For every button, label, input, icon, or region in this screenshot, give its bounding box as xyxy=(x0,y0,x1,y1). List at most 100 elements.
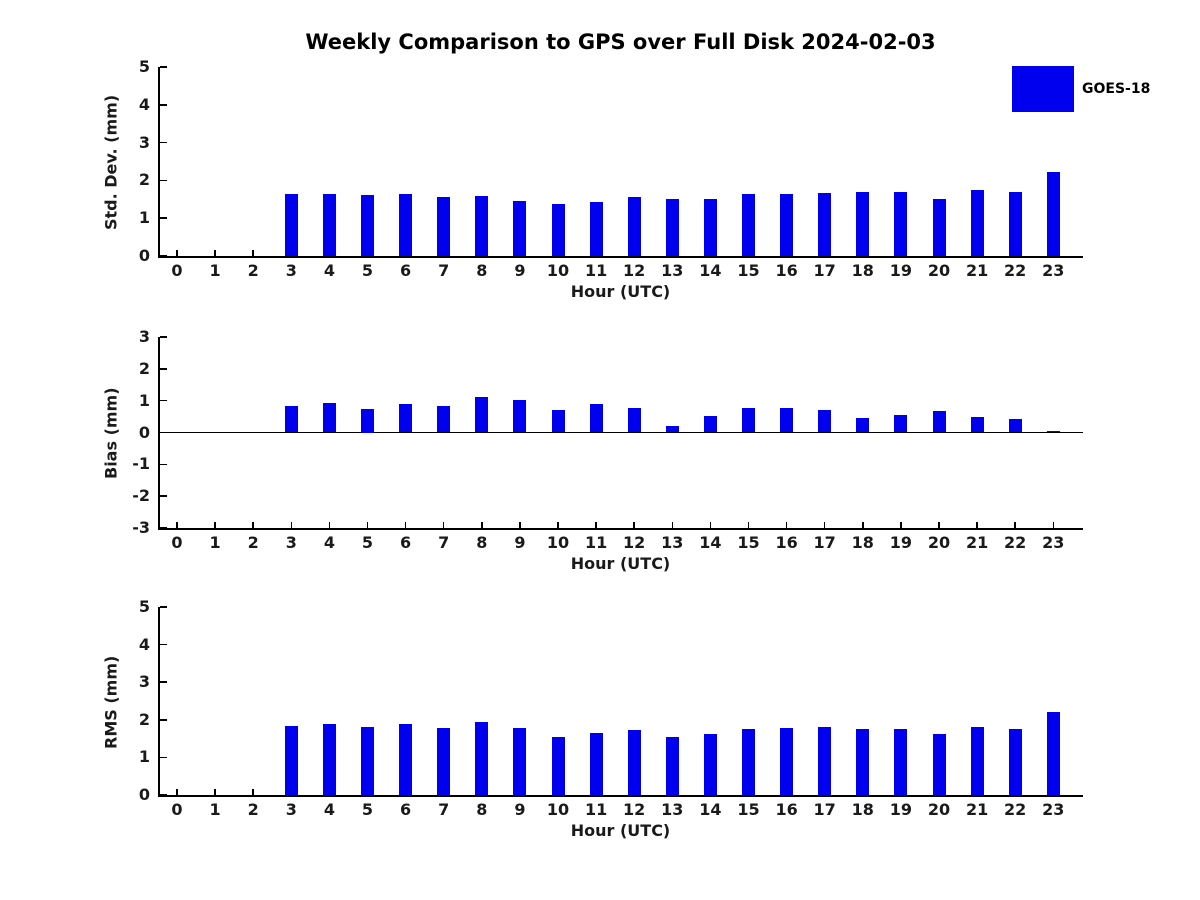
x-tick-label: 19 xyxy=(889,261,913,280)
plot-area-bias: -3 -2 -1 0 1 2 3 0 1 2 3 4 5 6 7 8 9 10 11 12 13 14 15 16 17 18 19… xyxy=(132,327,1083,552)
legend-label-goes-18: GOES-18 xyxy=(1082,81,1151,97)
x-tick xyxy=(862,522,864,528)
x-tick-label: 21 xyxy=(965,533,989,552)
x-tick-label: 11 xyxy=(584,261,608,280)
x-tick-label: 23 xyxy=(1042,261,1065,280)
bar-hour-4 xyxy=(322,723,336,795)
bar-hour-10 xyxy=(551,203,565,256)
x-tick-label: 2 xyxy=(247,533,259,552)
y-tick-label: 0 xyxy=(138,246,150,265)
y-tick-label: 4 xyxy=(138,634,150,654)
x-tick-label: 1 xyxy=(209,533,221,552)
x-tick-label: 20 xyxy=(927,261,951,280)
x-tick-label: 8 xyxy=(476,533,488,552)
figure-title: Weekly Comparison to GPS over Full Disk … xyxy=(305,30,936,54)
y-tick-label: 1 xyxy=(138,208,150,228)
bar-hour-8 xyxy=(475,397,489,433)
x-tick xyxy=(404,522,407,528)
bar-hour-15 xyxy=(742,728,755,795)
y-tick-label: 2 xyxy=(138,358,150,378)
x-tick xyxy=(557,522,559,528)
x-tick-label: 0 xyxy=(171,800,183,819)
bar-hour-9 xyxy=(513,399,527,433)
x-tick xyxy=(595,522,597,528)
x-tick-label: 3 xyxy=(285,261,297,280)
bar-hour-22 xyxy=(1008,419,1022,433)
x-tick-label: 7 xyxy=(438,800,450,819)
bar-hour-22 xyxy=(1008,728,1022,795)
x-tick-label: 17 xyxy=(813,261,836,280)
bar-hour-12 xyxy=(627,407,641,433)
x-tick-label: 21 xyxy=(965,800,989,819)
bar-hour-4 xyxy=(322,193,336,256)
bar-hour-13 xyxy=(665,426,679,433)
x-tick-label: 1 xyxy=(209,261,221,280)
bar-hour-9 xyxy=(513,728,527,795)
bar-hour-23 xyxy=(1046,430,1060,433)
bar-hour-20 xyxy=(932,733,946,795)
x-tick-label: 0 xyxy=(171,261,183,280)
x-tick-label: 10 xyxy=(546,261,570,280)
y-tick-label: 1 xyxy=(138,747,150,767)
y-tick-label: 3 xyxy=(138,672,150,692)
subplot-rms: RMS (mm) 0 1 2 3 4 5 0 1 2 3 4 5 6 7 8 9 10 11 12 13 14 15 16 1… xyxy=(102,597,1083,840)
x-tick-label: 11 xyxy=(584,533,608,552)
x-tick-label: 11 xyxy=(584,800,608,819)
x-tick-label: 13 xyxy=(661,533,684,552)
y-tick xyxy=(160,643,167,646)
y-tick xyxy=(160,756,167,759)
x-tick-label: 9 xyxy=(514,261,526,280)
x-tick-label: 20 xyxy=(927,800,951,819)
y-tick xyxy=(160,399,167,402)
y-tick-label: 0 xyxy=(138,422,150,442)
bar-hour-10 xyxy=(551,736,565,795)
plot-area-std-dev: 0 1 2 3 4 5 0 1 2 3 4 5 6 7 8 9 10 11 12 13 14 15 16 17 18 19 20 21… xyxy=(139,57,1083,280)
x-tick-label: 10 xyxy=(546,800,570,819)
y-tick-label: -3 xyxy=(132,518,150,537)
x-tick xyxy=(1052,522,1055,528)
x-tick xyxy=(1014,522,1016,528)
x-tick xyxy=(214,522,216,528)
bar-hour-12 xyxy=(627,196,641,256)
bar-hour-11 xyxy=(589,732,603,795)
x-tick-label: 14 xyxy=(699,800,722,819)
y-tick xyxy=(160,217,167,219)
x-tick-label: 14 xyxy=(699,533,722,552)
bar-hour-7 xyxy=(437,196,451,256)
x-tick-label: 19 xyxy=(889,800,913,819)
bar-hour-23 xyxy=(1046,172,1060,256)
x-tick xyxy=(252,522,254,528)
legend-swatch-goes-18 xyxy=(1012,66,1074,112)
x-tick xyxy=(785,522,788,528)
bar-hour-7 xyxy=(437,406,451,433)
x-tick-label: 3 xyxy=(285,533,297,552)
bar-hour-11 xyxy=(589,201,603,256)
x-tick-label: 4 xyxy=(323,533,335,552)
x-tick xyxy=(481,522,483,528)
y-tick-label: 3 xyxy=(138,132,150,152)
y-tick-label: 2 xyxy=(138,170,150,190)
x-tick-label: 7 xyxy=(438,261,450,280)
bar-hour-16 xyxy=(780,408,794,433)
x-tick-label: 16 xyxy=(775,261,798,280)
y-tick xyxy=(160,368,167,370)
zero-line xyxy=(160,431,1083,434)
bar-hour-6 xyxy=(399,403,413,433)
bar-hour-16 xyxy=(780,193,794,256)
y-tick xyxy=(160,681,167,683)
y-tick xyxy=(160,336,167,338)
x-tick-label: 15 xyxy=(737,800,760,819)
x-tick-label: 17 xyxy=(813,533,836,552)
bar-hour-19 xyxy=(894,414,908,433)
x-tick-label: 8 xyxy=(476,800,488,819)
bar-hour-9 xyxy=(513,201,527,256)
y-tick-label: 3 xyxy=(138,327,150,346)
bar-hour-23 xyxy=(1046,711,1060,795)
y-tick xyxy=(160,527,167,529)
x-tick xyxy=(328,522,331,528)
x-tick-label: 18 xyxy=(851,261,874,280)
y-tick xyxy=(160,104,167,106)
x-axis-label-hour-utc: Hour (UTC) xyxy=(570,554,671,573)
y-tick xyxy=(160,255,167,257)
